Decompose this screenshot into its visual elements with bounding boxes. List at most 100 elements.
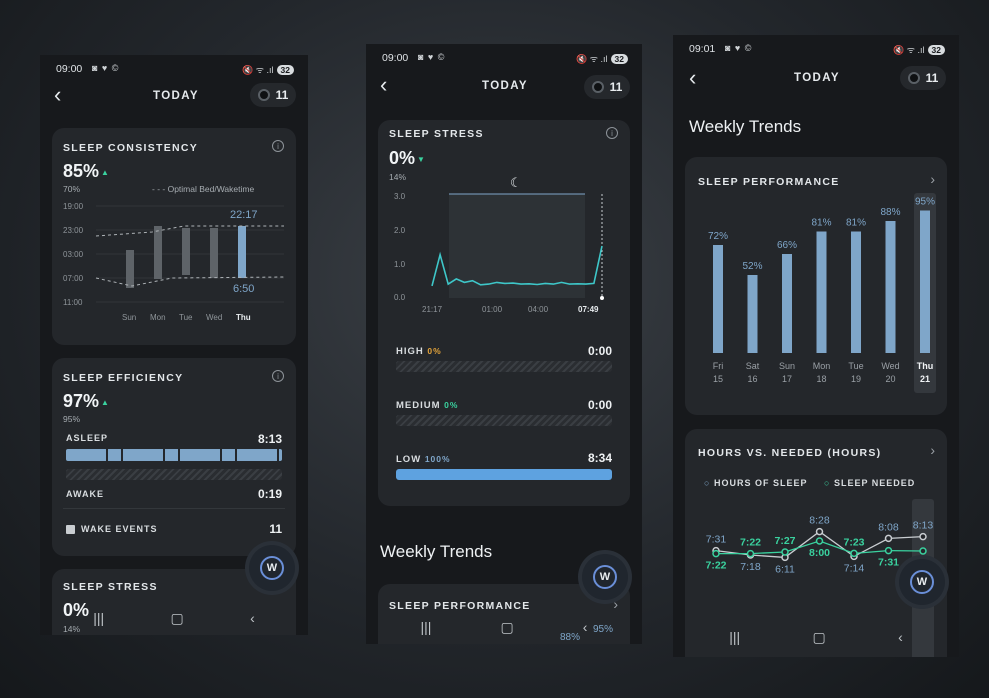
- sleep-value-label: 8:28: [809, 515, 830, 527]
- home-icon[interactable]: ▢: [170, 609, 184, 626]
- system-icons: 🔇 ᯤ .ıl 32: [242, 63, 294, 76]
- info-icon[interactable]: i: [606, 127, 618, 139]
- y-tick: 07:00: [63, 274, 84, 283]
- y-tick: 0.0: [394, 293, 406, 302]
- assistant-fab[interactable]: W: [249, 545, 295, 591]
- sleep-value-label: 7:18: [740, 561, 761, 573]
- asleep-label: ASLEEP: [66, 433, 109, 443]
- assistant-fab[interactable]: W: [582, 554, 628, 600]
- battery-icon: 32: [276, 65, 294, 75]
- page-title: TODAY: [153, 90, 199, 102]
- info-icon[interactable]: i: [272, 140, 284, 152]
- high-time: 0:00: [587, 344, 612, 358]
- back-button[interactable]: ‹: [380, 72, 388, 97]
- notification-icons: ◙ ♥ ©: [725, 43, 753, 53]
- hours-vs-needed-card[interactable]: HOURS VS. NEEDED (HOURS) › ○ HOURS OF SL…: [685, 429, 947, 657]
- legend-optimal: - - - Optimal Bed/Waketime: [152, 184, 255, 194]
- stress-line: [431, 245, 603, 287]
- battery-icon: 32: [927, 45, 945, 55]
- back-nav-icon[interactable]: ‹: [582, 619, 588, 635]
- card-title: SLEEP STRESS: [389, 128, 484, 140]
- strain-badge[interactable]: 11: [250, 83, 296, 107]
- bar-value-label: 72%: [708, 231, 728, 242]
- phone-screen-2: 09:00 ◙ ♥ © 🔇 ᯤ .ıl 32 ‹ TODAY 11 SLEEP S…: [366, 44, 642, 644]
- sleep-bar-tue: [182, 228, 190, 275]
- sleep-consistency-card[interactable]: SLEEP CONSISTENCY i 85% ▲ 70% - - - Optim…: [52, 128, 296, 345]
- low-bar-track: [396, 469, 612, 480]
- legend-sleep-needed: ○ SLEEP NEEDED: [824, 478, 916, 488]
- recents-icon[interactable]: |||: [420, 619, 432, 635]
- back-nav-icon[interactable]: ‹: [898, 629, 903, 645]
- x-tick: 07:49: [578, 305, 599, 314]
- consistency-value: 85% ▲: [63, 161, 109, 181]
- recents-icon[interactable]: |||: [93, 610, 105, 626]
- sleep-performance-card[interactable]: SLEEP PERFORMANCE › 72% Fri 15 52% Sat 16 66% S…: [685, 157, 947, 415]
- bar-value-label: 81%: [846, 218, 866, 229]
- needed-point: [712, 549, 720, 558]
- efficiency-previous: 95%: [63, 414, 81, 424]
- back-button[interactable]: ‹: [54, 82, 62, 107]
- recents-icon[interactable]: |||: [729, 629, 741, 645]
- x-tick-day: Tue: [848, 361, 863, 371]
- x-tick: Wed: [206, 313, 223, 322]
- needed-value-label: 7:23: [843, 536, 864, 548]
- card-title: SLEEP PERFORMANCE: [698, 176, 840, 188]
- x-tick: 21:17: [422, 305, 443, 314]
- w-logo-icon: W: [593, 565, 617, 589]
- android-navbar: ||| ▢ ‹: [693, 620, 939, 654]
- performance-bar: [747, 275, 758, 353]
- status-time: 09:01: [689, 43, 716, 55]
- x-tick-date: 16: [747, 374, 757, 384]
- chevron-right-icon[interactable]: ›: [930, 171, 935, 187]
- status-time: 09:00: [382, 52, 409, 64]
- x-tick: Sun: [122, 313, 137, 322]
- needed-value-label: 7:22: [740, 537, 761, 549]
- down-arrow-icon: ▼: [417, 154, 425, 164]
- hours-chart: 7:31 7:18 6:11 8:28 7:14 8:08 8:13 7:22 7:22 7:27…: [705, 499, 934, 657]
- back-nav-icon[interactable]: ‹: [250, 610, 255, 626]
- needed-point: [919, 547, 927, 555]
- back-button[interactable]: ‹: [689, 65, 697, 90]
- strain-badge[interactable]: 11: [900, 66, 946, 90]
- sleep-bar-sun: [126, 250, 134, 288]
- chevron-right-icon[interactable]: ›: [930, 442, 935, 458]
- stress-value: 0% ▼: [389, 148, 425, 168]
- performance-bar: [816, 231, 827, 353]
- home-icon[interactable]: ▢: [500, 618, 514, 635]
- bar-value-label: 95%: [915, 197, 935, 208]
- x-tick-date: 18: [816, 374, 826, 384]
- sleep-performance-card[interactable]: SLEEP PERFORMANCE › 88% 95%: [378, 584, 630, 644]
- hexagon-icon: [257, 89, 270, 101]
- performance-chart: 72% Fri 15 52% Sat 16 66% Sun 17 81% Mon 18 81% Tue 19…: [708, 193, 936, 393]
- hexagon-icon: [591, 81, 604, 93]
- x-tick-day: Mon: [813, 361, 831, 371]
- chevron-right-icon[interactable]: ›: [613, 596, 618, 612]
- android-navbar: ||| ▢ ‹: [386, 610, 622, 644]
- assistant-fab[interactable]: W: [899, 559, 945, 605]
- status-bar: 09:00 ◙ ♥ © 🔇 ᯤ .ıl 32: [56, 63, 294, 79]
- sleep-bar-thu: [238, 226, 246, 278]
- up-arrow-icon: ▲: [101, 397, 109, 407]
- phone-screen-1: 09:00 ◙ ♥ © 🔇 ᯤ .ıl 32 ‹ TODAY 11 SLEEP C…: [40, 55, 308, 635]
- needed-point: [884, 546, 893, 555]
- x-tick-date: 15: [713, 374, 723, 384]
- needed-value-label: 7:22: [705, 560, 726, 572]
- bar-value-label: 88%: [560, 632, 581, 643]
- needed-point: [746, 549, 755, 558]
- battery-icon: 32: [610, 54, 628, 64]
- page-title: TODAY: [794, 72, 840, 84]
- stress-previous: 14%: [389, 172, 407, 182]
- status-bar: 09:01 ◙ ♥ © 🔇 ᯤ .ıl 32: [689, 43, 945, 59]
- info-icon[interactable]: i: [272, 370, 284, 382]
- notification-icons: ◙ ♥ ©: [418, 52, 446, 62]
- needed-value-label: 7:27: [774, 535, 795, 547]
- android-navbar: ||| ▢ ‹: [60, 601, 288, 635]
- performance-bar: [713, 245, 723, 353]
- strain-badge[interactable]: 11: [584, 75, 630, 99]
- optimal-wake-line: [95, 276, 285, 287]
- efficiency-value: 97% ▲: [63, 391, 109, 411]
- sleep-bar-mon: [154, 226, 162, 279]
- sleep-efficiency-card[interactable]: SLEEP EFFICIENCY i 97% ▲ 95% ASLEEP 8:13 …: [52, 358, 296, 556]
- sleep-stress-card[interactable]: SLEEP STRESS i 0% ▼ 14% ☾ 3.0 2.0 1.0 0.0…: [378, 120, 630, 506]
- home-icon[interactable]: ▢: [812, 628, 826, 645]
